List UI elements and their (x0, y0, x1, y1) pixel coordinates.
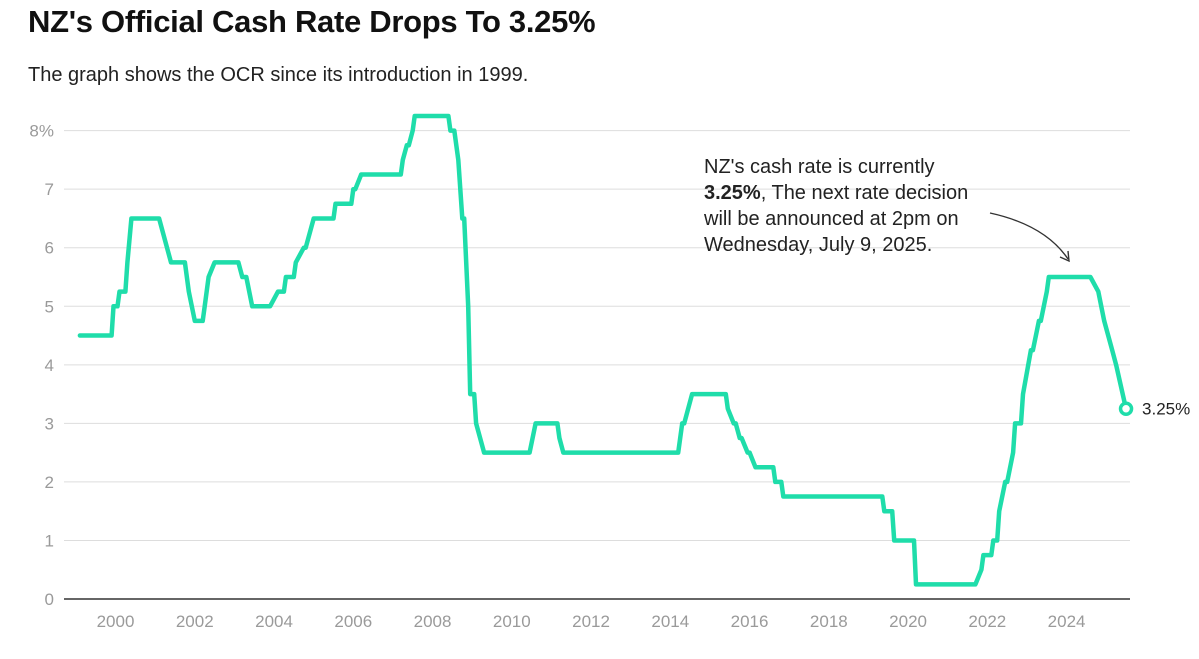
x-tick-label: 2010 (493, 612, 531, 631)
y-tick-label: 6 (45, 239, 54, 258)
gridlines (64, 130, 1130, 541)
chart-subtitle: The graph shows the OCR since its introd… (28, 64, 529, 86)
ocr-series (77, 113, 1129, 587)
end-point-label: 3.25% (1142, 400, 1190, 419)
end-point-marker (1118, 401, 1134, 416)
y-tick-label: 2 (45, 473, 54, 492)
annotation-note: NZ's cash rate is currently 3.25%, The n… (704, 154, 994, 258)
x-tick-label: 2008 (414, 612, 452, 631)
y-axis-ticks: 0 1 2 3 4 5 6 7 8% (29, 122, 54, 609)
x-tick-label: 2002 (176, 612, 214, 631)
y-tick-label: 8% (29, 122, 54, 141)
x-tick-label: 2016 (731, 612, 769, 631)
x-tick-label: 2018 (810, 612, 848, 631)
x-tick-label: 2012 (572, 612, 610, 631)
y-tick-label: 0 (45, 590, 54, 609)
x-tick-label: 2006 (334, 612, 372, 631)
arrow-head-icon (1059, 250, 1070, 263)
y-tick-label: 5 (45, 297, 54, 316)
x-tick-label: 2004 (255, 612, 293, 631)
x-tick-label: 2020 (889, 612, 927, 631)
x-tick-label: 2024 (1048, 612, 1086, 631)
x-axis-ticks: 2000 2002 2004 2006 2008 2010 2012 2014 2016 2018… (97, 612, 1086, 631)
ocr-series-line (77, 113, 1129, 587)
y-tick-label: 1 (45, 531, 54, 550)
y-tick-label: 3 (45, 414, 54, 433)
x-tick-label: 2022 (968, 612, 1006, 631)
chart-title: NZ's Official Cash Rate Drops To 3.25% (28, 4, 596, 39)
y-tick-label: 7 (45, 180, 54, 199)
annotation-line2: , The next rate decision will be announc… (704, 182, 969, 256)
annotation-line1: NZ's cash rate is currently (704, 156, 935, 178)
x-tick-label: 2014 (651, 612, 689, 631)
annotation-bold-value: 3.25% (704, 182, 761, 204)
annotation-arrow (989, 212, 1069, 260)
y-tick-label: 4 (45, 356, 54, 375)
x-tick-label: 2000 (97, 612, 135, 631)
